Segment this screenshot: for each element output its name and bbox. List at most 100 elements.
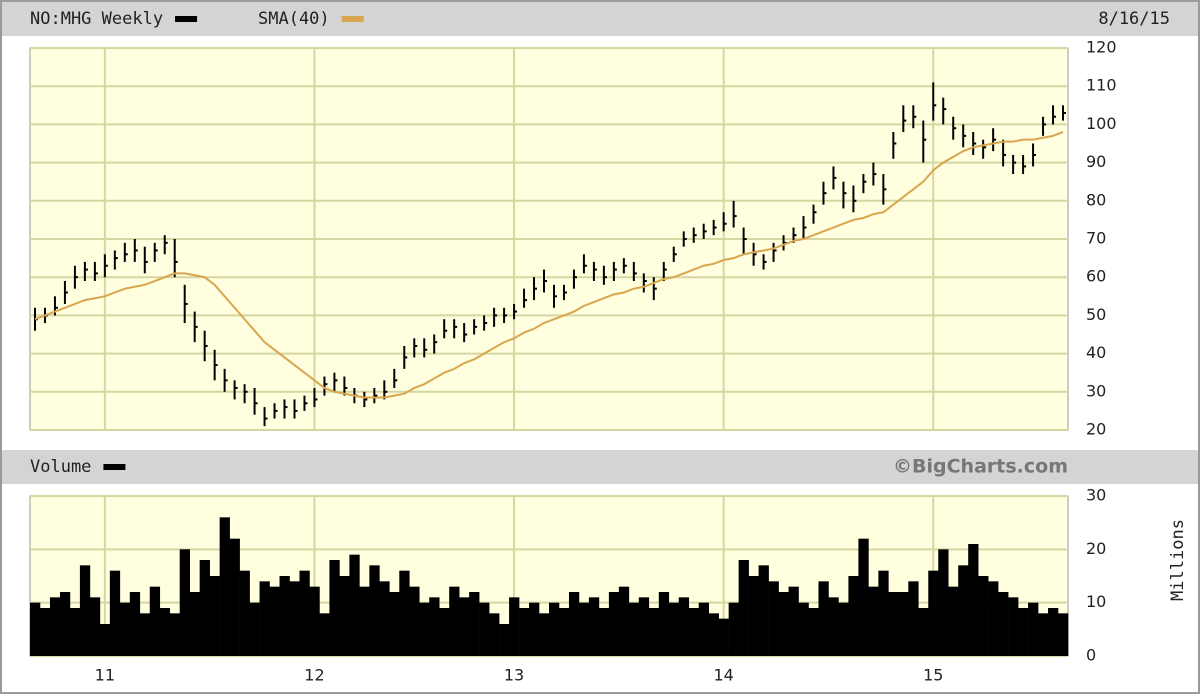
volume-bar xyxy=(369,565,380,656)
volume-bar xyxy=(928,570,939,656)
y-tick-label: 40 xyxy=(1086,343,1106,362)
volume-bar xyxy=(718,618,729,656)
volume-bar xyxy=(918,608,929,656)
volume-bar xyxy=(888,592,899,656)
volume-bar xyxy=(618,586,630,656)
volume-bar xyxy=(389,592,400,656)
volume-bar xyxy=(30,602,41,656)
volume-bar xyxy=(499,624,510,656)
chart-date: 8/16/15 xyxy=(1098,9,1170,29)
volume-bar xyxy=(429,597,440,656)
volume-bar xyxy=(668,602,680,656)
volume-bar xyxy=(179,549,190,656)
legend-swatch xyxy=(103,464,126,470)
volume-bar xyxy=(808,608,819,656)
volume-bar xyxy=(279,576,290,656)
volume-bar xyxy=(908,581,919,656)
volume-bar xyxy=(598,608,610,656)
volume-bar xyxy=(219,517,230,656)
y-tick-label: 70 xyxy=(1086,229,1106,248)
volume-bar xyxy=(878,570,889,656)
volume-bar xyxy=(1058,613,1069,656)
volume-bar xyxy=(239,570,250,656)
volume-bar xyxy=(189,592,200,656)
volume-bar xyxy=(588,597,600,656)
legend-swatch xyxy=(341,16,364,22)
volume-bar xyxy=(209,576,220,656)
volume-bar xyxy=(998,592,1009,656)
volume-bar xyxy=(289,581,300,656)
y-tick-label: 30 xyxy=(1086,486,1106,505)
volume-bar xyxy=(349,554,360,656)
volume-bar xyxy=(229,538,240,656)
volume-bar xyxy=(269,586,280,656)
volume-bar xyxy=(439,608,450,656)
volume-bar xyxy=(59,592,71,656)
series-name: SMA(40) xyxy=(258,9,330,29)
y-tick-label: 120 xyxy=(1086,38,1117,57)
volume-bar xyxy=(848,576,859,656)
volume-title: Volume xyxy=(30,457,91,477)
volume-bar xyxy=(698,602,709,656)
volume-bar xyxy=(638,597,650,656)
volume-bar xyxy=(1038,613,1049,656)
volume-bar xyxy=(69,608,81,656)
volume-bar xyxy=(948,586,959,656)
volume-bar xyxy=(568,592,580,656)
volume-bar xyxy=(249,602,260,656)
volume-bar xyxy=(558,608,570,656)
volume-bar xyxy=(79,565,91,656)
x-tick-label: 14 xyxy=(713,666,733,685)
volume-bar xyxy=(688,608,700,656)
volume-bar xyxy=(778,592,789,656)
volume-bar xyxy=(169,613,181,656)
volume-bar xyxy=(988,581,999,656)
volume-bar xyxy=(379,581,390,656)
volume-bar xyxy=(479,602,490,656)
volume-bar xyxy=(459,597,470,656)
volume-bar xyxy=(798,602,809,656)
volume-bar xyxy=(978,576,989,656)
volume-bar xyxy=(1028,602,1039,656)
volume-bar xyxy=(1018,608,1029,656)
volume-bar xyxy=(608,592,620,656)
volume-bar xyxy=(39,608,51,656)
volume-bar xyxy=(858,538,869,656)
y-axis-label: Millions xyxy=(1168,519,1188,601)
volume-bar xyxy=(489,613,500,656)
legend-swatch xyxy=(175,16,198,22)
y-tick-label: 100 xyxy=(1086,114,1117,133)
volume-bar xyxy=(578,602,590,656)
volume-bar xyxy=(539,613,550,656)
volume-bar xyxy=(149,586,161,656)
volume-bar xyxy=(469,592,480,656)
series-name: NO:MHG Weekly xyxy=(30,9,163,29)
volume-bar xyxy=(758,565,769,656)
y-tick-label: 30 xyxy=(1086,381,1106,400)
volume-bar xyxy=(259,581,270,656)
volume-bar xyxy=(329,560,340,656)
source: ©BigCharts.com xyxy=(893,456,1068,478)
volume-bar xyxy=(838,602,849,656)
volume-bar xyxy=(319,613,330,656)
volume-bar xyxy=(868,586,879,656)
volume-bar xyxy=(99,624,111,656)
volume-bar xyxy=(49,597,61,656)
volume-bar xyxy=(89,597,101,656)
volume-bar xyxy=(648,608,660,656)
volume-bar xyxy=(1008,597,1019,656)
y-tick-label: 90 xyxy=(1086,152,1106,171)
volume-bar xyxy=(119,602,131,656)
volume-bar xyxy=(658,592,670,656)
volume-bar xyxy=(449,586,460,656)
volume-bar xyxy=(139,613,151,656)
volume-bar xyxy=(419,602,430,656)
volume-bar xyxy=(938,549,949,656)
volume-bar xyxy=(549,602,560,656)
volume-bar xyxy=(748,576,759,656)
volume-bar xyxy=(738,560,749,656)
volume-bar xyxy=(678,597,690,656)
volume-bar xyxy=(828,597,839,656)
volume-bar xyxy=(898,592,909,656)
